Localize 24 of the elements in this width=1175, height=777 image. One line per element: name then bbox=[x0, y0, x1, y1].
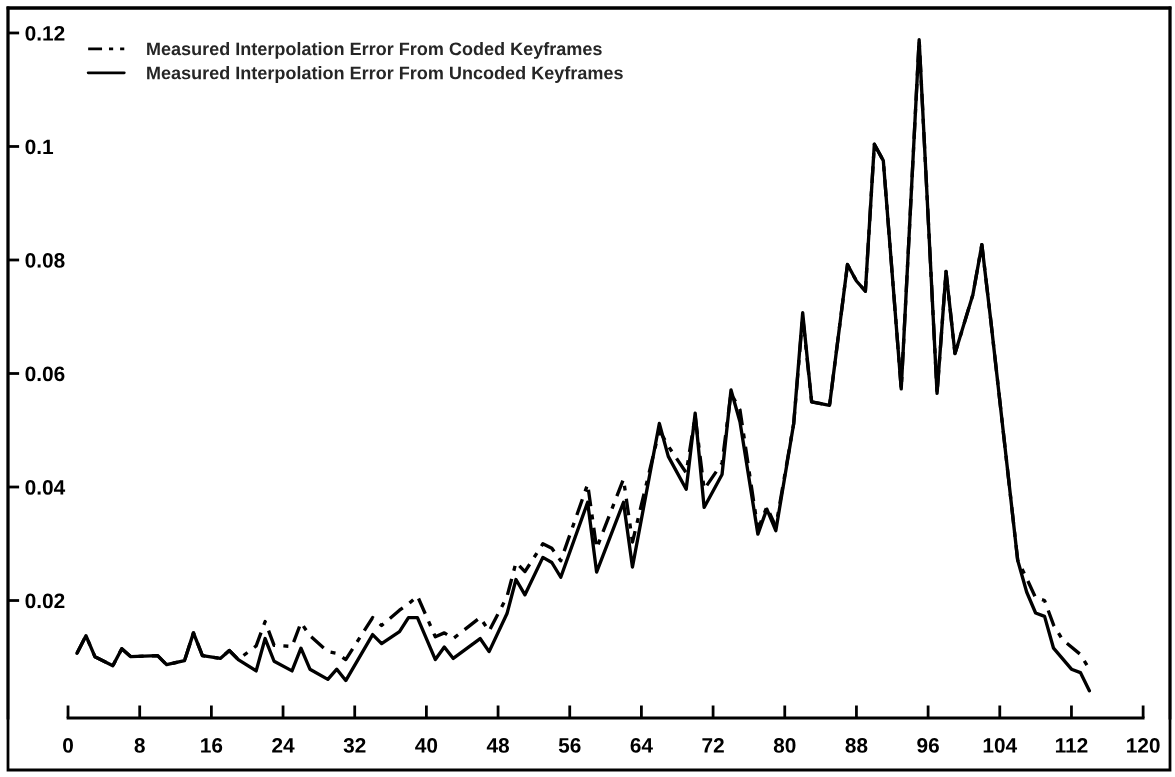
y-tick-label: 0.12 bbox=[25, 25, 65, 41]
x-tick-label: 96 bbox=[917, 737, 939, 753]
legend-label: Measured Interpolation Error From Uncoded Keyframes bbox=[147, 66, 623, 83]
x-tick-label: 16 bbox=[201, 737, 223, 753]
x-tick-label: 0 bbox=[63, 737, 73, 753]
x-tick-label: 88 bbox=[845, 737, 868, 753]
x-tick-label: 104 bbox=[983, 737, 1018, 753]
x-tick-label: 56 bbox=[558, 737, 581, 753]
x-tick-label: 8 bbox=[134, 737, 145, 753]
x-tick-label: 80 bbox=[773, 737, 796, 753]
x-tick-label: 48 bbox=[486, 737, 510, 753]
y-tick-label: 0.06 bbox=[25, 366, 65, 382]
y-tick-label: 0.08 bbox=[25, 252, 65, 268]
y-tick-label: 0.02 bbox=[25, 593, 65, 609]
y-tick-label: 0.1 bbox=[25, 139, 54, 155]
x-tick-label: 64 bbox=[630, 737, 653, 753]
x-tick-label: 32 bbox=[343, 737, 366, 753]
y-tick-label: 0.04 bbox=[25, 480, 66, 495]
x-tick-label: 112 bbox=[1055, 737, 1088, 753]
x-tick-label: 120 bbox=[1127, 737, 1160, 753]
x-tick-label: 40 bbox=[415, 737, 438, 753]
x-tick-label: 24 bbox=[272, 737, 295, 753]
x-tick-label: 72 bbox=[702, 737, 724, 753]
legend-label: Measured Interpolation Error From Coded Keyframes bbox=[147, 42, 602, 59]
